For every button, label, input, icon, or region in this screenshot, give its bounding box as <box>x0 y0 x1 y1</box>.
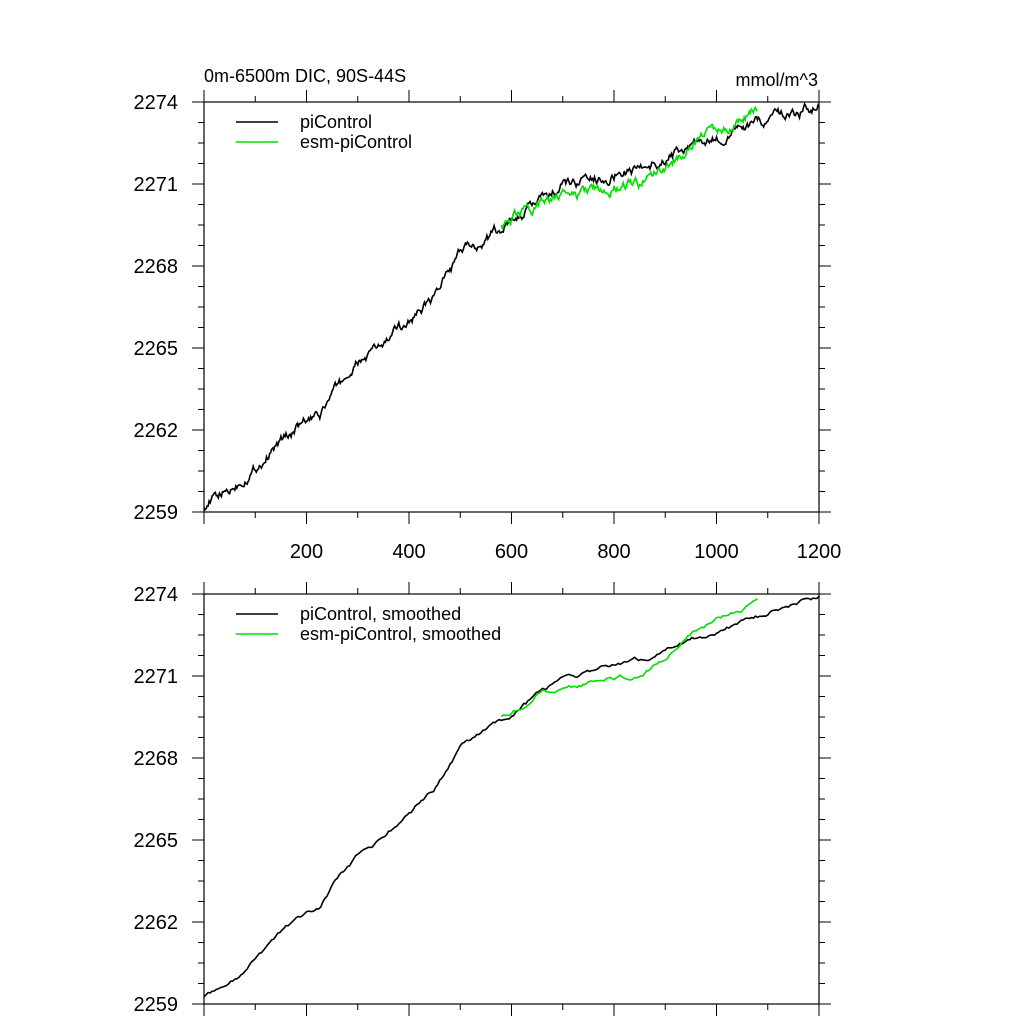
x-tick-label: 1200 <box>797 541 842 563</box>
x-tick-label: 600 <box>495 541 528 563</box>
y-tick-label: 2271 <box>134 666 179 688</box>
plot-frame <box>203 593 820 1005</box>
y-tick-label: 2259 <box>134 994 179 1016</box>
legend-label: esm-piControl, smoothed <box>300 624 501 644</box>
y-tick-label: 2268 <box>134 256 179 278</box>
bottom-panel: 2259 2262 2265 2268 2271 2274 piControl, smoot… <box>134 582 831 1016</box>
y-tick-label: 2259 <box>134 502 179 524</box>
y-tick-label: 2262 <box>134 420 179 442</box>
y-tick-label: 2271 <box>134 174 179 196</box>
x-tick-label: 800 <box>597 541 630 563</box>
legend-label: piControl, smoothed <box>300 604 461 624</box>
legend-label: esm-piControl <box>300 132 412 152</box>
x-tick-label: 1000 <box>694 541 739 563</box>
units-label: mmol/m^3 <box>736 70 818 90</box>
x-tick-label: 200 <box>290 541 323 563</box>
y-tick-label: 2274 <box>134 92 179 114</box>
x-tick-label: 400 <box>392 541 425 563</box>
y-tick-label: 2274 <box>134 584 179 606</box>
legend-label: piControl <box>300 112 372 132</box>
series-line-esm-picontrol <box>500 105 758 231</box>
y-tick-label: 2265 <box>134 830 179 852</box>
series-line-esm-picontrol <box>500 597 758 718</box>
y-tick-label: 2265 <box>134 338 179 360</box>
chart-title: 0m-6500m DIC, 90S-44S <box>204 66 406 86</box>
plot-frame <box>203 101 820 513</box>
series-line-picontrol <box>203 102 820 511</box>
series-line-picontrol <box>203 595 820 998</box>
y-tick-label: 2268 <box>134 748 179 770</box>
y-tick-label: 2262 <box>134 912 179 934</box>
top-panel: 0m-6500m DIC, 90S-44S mmol/m^3 200 400 600… <box>134 66 842 563</box>
